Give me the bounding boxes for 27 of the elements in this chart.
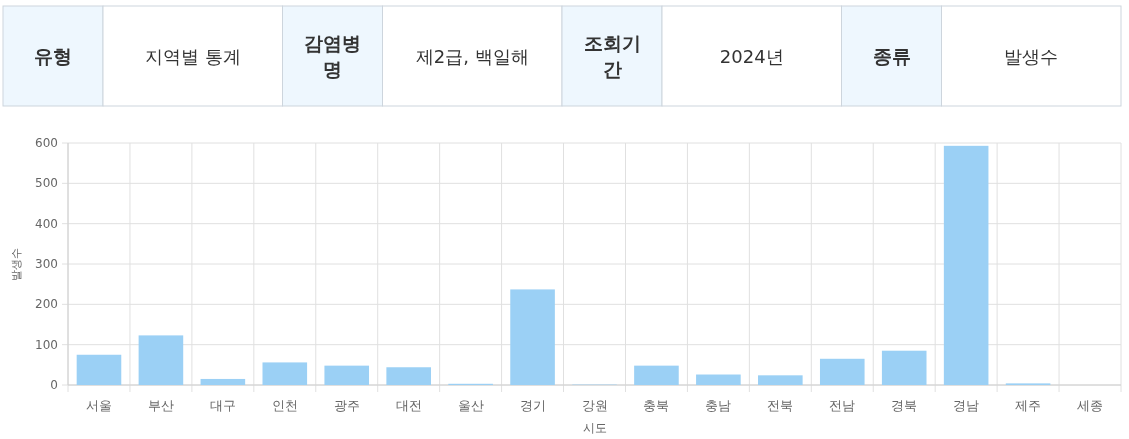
x-tick-label: 제주 — [1015, 397, 1042, 413]
y-tick-label: 500 — [35, 176, 58, 191]
x-tick-label: 경북 — [891, 397, 918, 413]
y-tick-label: 400 — [35, 216, 58, 231]
x-tick-label: 전북 — [767, 397, 794, 413]
y-tick-label: 100 — [35, 337, 58, 352]
x-tick-label: 울산 — [457, 397, 484, 413]
x-tick-label: 충남 — [705, 397, 732, 413]
x-axis-title: 시도 — [582, 421, 607, 435]
x-tick-label: 경기 — [519, 397, 546, 413]
x-tick-label: 전남 — [829, 397, 856, 413]
y-tick-label: 600 — [35, 136, 58, 150]
x-tick-label: 서울 — [85, 397, 112, 413]
x-tick-label: 인천 — [271, 397, 298, 413]
x-tick-label: 강원 — [581, 397, 608, 413]
x-tick-label: 광주 — [333, 397, 360, 413]
x-tick-label: 세종 — [1077, 397, 1104, 413]
y-tick-label: 300 — [35, 257, 58, 271]
y-axis-title: 발생수 — [9, 247, 23, 281]
y-tick-label: 200 — [35, 297, 58, 312]
x-tick-label: 부산 — [147, 397, 174, 413]
x-tick-label: 대전 — [395, 397, 422, 413]
y-tick-label: 0 — [50, 378, 58, 392]
x-tick-label: 경남 — [953, 397, 980, 413]
header-table: 유형 지역별 통계 감염병명 제2급, 백일해 조회기간 2024년 종류 발생수 — [2, 5, 1122, 107]
x-tick-label: 대구 — [209, 397, 236, 413]
x-tick-label: 충북 — [643, 397, 670, 413]
